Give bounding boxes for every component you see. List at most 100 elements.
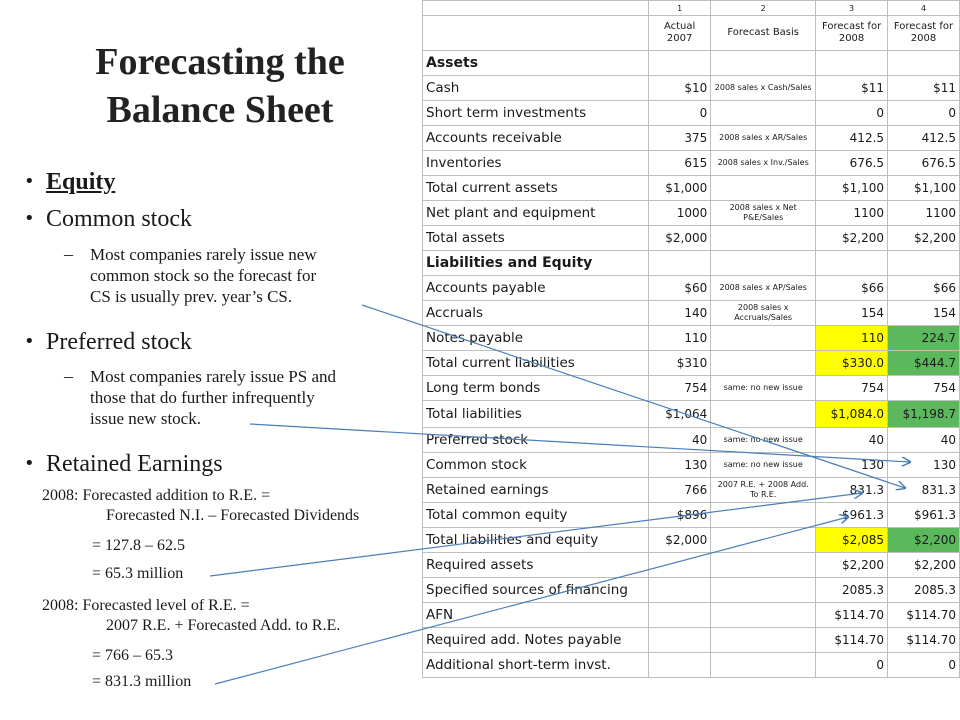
cell-a: $2,000 bbox=[647, 527, 712, 553]
cell-a: 0 bbox=[647, 100, 712, 126]
cell-label: Total current liabilities bbox=[422, 350, 649, 376]
cell-c: 40 bbox=[815, 427, 889, 453]
cell-c: 0 bbox=[815, 652, 889, 678]
cell-d: $2,200 bbox=[887, 552, 960, 578]
cell-c: 754 bbox=[815, 375, 889, 401]
cell-label: Notes payable bbox=[422, 325, 649, 351]
cell-label: AFN bbox=[422, 602, 649, 628]
cell-a: 130 bbox=[647, 452, 712, 478]
cell-c: $2,085 bbox=[815, 527, 889, 553]
table-row: Total liabilities $1,064 $1,084.0 $1,198.7 bbox=[422, 400, 960, 428]
cell-b bbox=[710, 350, 817, 376]
cell-c bbox=[815, 50, 889, 76]
cell-label: Liabilities and Equity bbox=[422, 250, 649, 276]
cell-label: Retained earnings bbox=[422, 477, 649, 503]
cell-label: Long term bonds bbox=[422, 375, 649, 401]
header-cell bbox=[422, 0, 649, 16]
cell-c: $330.0 bbox=[815, 350, 889, 376]
common-stock-note: – Most companies rarely issue new common… bbox=[64, 244, 317, 306]
cell-d: 130 bbox=[887, 452, 960, 478]
cell-c: 676.5 bbox=[815, 150, 889, 176]
cell-c: $1,084.0 bbox=[815, 400, 889, 428]
cell-d: $114.70 bbox=[887, 627, 960, 653]
re-calc-line2: Forecasted N.I. – Forecasted Dividends bbox=[106, 507, 360, 524]
column-header: Forecast for 2008 bbox=[815, 15, 889, 51]
table-row: Net plant and equipment 1000 2008 sales x … bbox=[422, 200, 960, 226]
cell-d: 676.5 bbox=[887, 150, 960, 176]
cell-c: $961.3 bbox=[815, 502, 889, 528]
cell-label: Additional short-term invst. bbox=[422, 652, 649, 678]
re-calc-line6: 2007 R.E. + Forecasted Add. to R.E. bbox=[106, 617, 341, 634]
cell-d: $961.3 bbox=[887, 502, 960, 528]
cell-c: $2,200 bbox=[815, 552, 889, 578]
column-header-row: Actual 2007 Forecast Basis Forecast for … bbox=[422, 15, 960, 51]
cell-c: 831.3 bbox=[815, 477, 889, 503]
cell-b: 2008 sales x Net P&E/Sales bbox=[710, 200, 817, 226]
cell-a: $2,000 bbox=[647, 225, 712, 251]
cell-a: $1,000 bbox=[647, 175, 712, 201]
column-number: 1 bbox=[647, 0, 712, 16]
cell-d bbox=[887, 50, 960, 76]
header-cell bbox=[422, 15, 649, 51]
table-row: Retained earnings 766 2007 R.E. + 2008 Add… bbox=[422, 477, 960, 503]
cell-d: 754 bbox=[887, 375, 960, 401]
cell-b: 2007 R.E. + 2008 Add. To R.E. bbox=[710, 477, 817, 503]
table-row: Preferred stock 40 same: no new issue 40 40 bbox=[422, 427, 960, 453]
cell-b bbox=[710, 325, 817, 351]
bullet-preferred-stock: Preferred stock bbox=[24, 328, 192, 356]
cell-a bbox=[647, 627, 712, 653]
table-row: Notes payable 110 110 224.7 bbox=[422, 325, 960, 351]
table-row: Common stock 130 same: no new issue 130 130 bbox=[422, 452, 960, 478]
table-row: Accounts payable $60 2008 sales x AP/Sales… bbox=[422, 275, 960, 301]
cell-d: $2,200 bbox=[887, 225, 960, 251]
cell-b bbox=[710, 577, 817, 603]
cell-label: Accounts payable bbox=[422, 275, 649, 301]
cell-b bbox=[710, 552, 817, 578]
cell-label: Accruals bbox=[422, 300, 649, 326]
cell-a bbox=[647, 250, 712, 276]
cell-b bbox=[710, 527, 817, 553]
cell-c: $66 bbox=[815, 275, 889, 301]
re-calc-line4: = 65.3 million bbox=[92, 565, 184, 582]
cell-c: 130 bbox=[815, 452, 889, 478]
cell-a: 375 bbox=[647, 125, 712, 151]
cell-a bbox=[647, 577, 712, 603]
cell-c: 110 bbox=[815, 325, 889, 351]
column-header: Actual 2007 bbox=[647, 15, 712, 51]
cell-c: $11 bbox=[815, 75, 889, 101]
column-number: 2 bbox=[710, 0, 817, 16]
cell-d: $66 bbox=[887, 275, 960, 301]
cell-label: Required add. Notes payable bbox=[422, 627, 649, 653]
slide-title-line1: Forecasting the bbox=[95, 41, 345, 83]
cell-b: same: no new issue bbox=[710, 452, 817, 478]
table-row: Additional short-term invst. 0 0 bbox=[422, 652, 960, 678]
cell-a: 754 bbox=[647, 375, 712, 401]
cell-label: Total liabilities and equity bbox=[422, 527, 649, 553]
cell-a: $60 bbox=[647, 275, 712, 301]
cell-d: $11 bbox=[887, 75, 960, 101]
cell-b bbox=[710, 652, 817, 678]
table-row: Accruals 140 2008 sales x Accruals/Sales 15… bbox=[422, 300, 960, 326]
table-row: Required assets $2,200 $2,200 bbox=[422, 552, 960, 578]
cell-c: 412.5 bbox=[815, 125, 889, 151]
cell-label: Common stock bbox=[422, 452, 649, 478]
cell-d: 412.5 bbox=[887, 125, 960, 151]
bullet-retained-earnings: Retained Earnings bbox=[24, 450, 223, 478]
table-row: Required add. Notes payable $114.70 $114.7… bbox=[422, 627, 960, 653]
cell-a: 110 bbox=[647, 325, 712, 351]
re-calc-line1: 2008: Forecasted addition to R.E. = bbox=[42, 487, 271, 504]
table-row: Total assets $2,000 $2,200 $2,200 bbox=[422, 225, 960, 251]
cell-label: Total current assets bbox=[422, 175, 649, 201]
cell-b bbox=[710, 502, 817, 528]
cell-c: $114.70 bbox=[815, 602, 889, 628]
table-row: Total current assets $1,000 $1,100 $1,100 bbox=[422, 175, 960, 201]
table-row: Accounts receivable 375 2008 sales x AR/Sa… bbox=[422, 125, 960, 151]
bullet-equity: Equity bbox=[24, 168, 115, 196]
cell-a: 615 bbox=[647, 150, 712, 176]
cell-label: Net plant and equipment bbox=[422, 200, 649, 226]
table-row: Total common equity $896 $961.3 $961.3 bbox=[422, 502, 960, 528]
re-calc-line3: = 127.8 – 62.5 bbox=[92, 537, 186, 554]
cell-d: 2085.3 bbox=[887, 577, 960, 603]
cell-a bbox=[647, 652, 712, 678]
cell-label: Specified sources of financing bbox=[422, 577, 649, 603]
